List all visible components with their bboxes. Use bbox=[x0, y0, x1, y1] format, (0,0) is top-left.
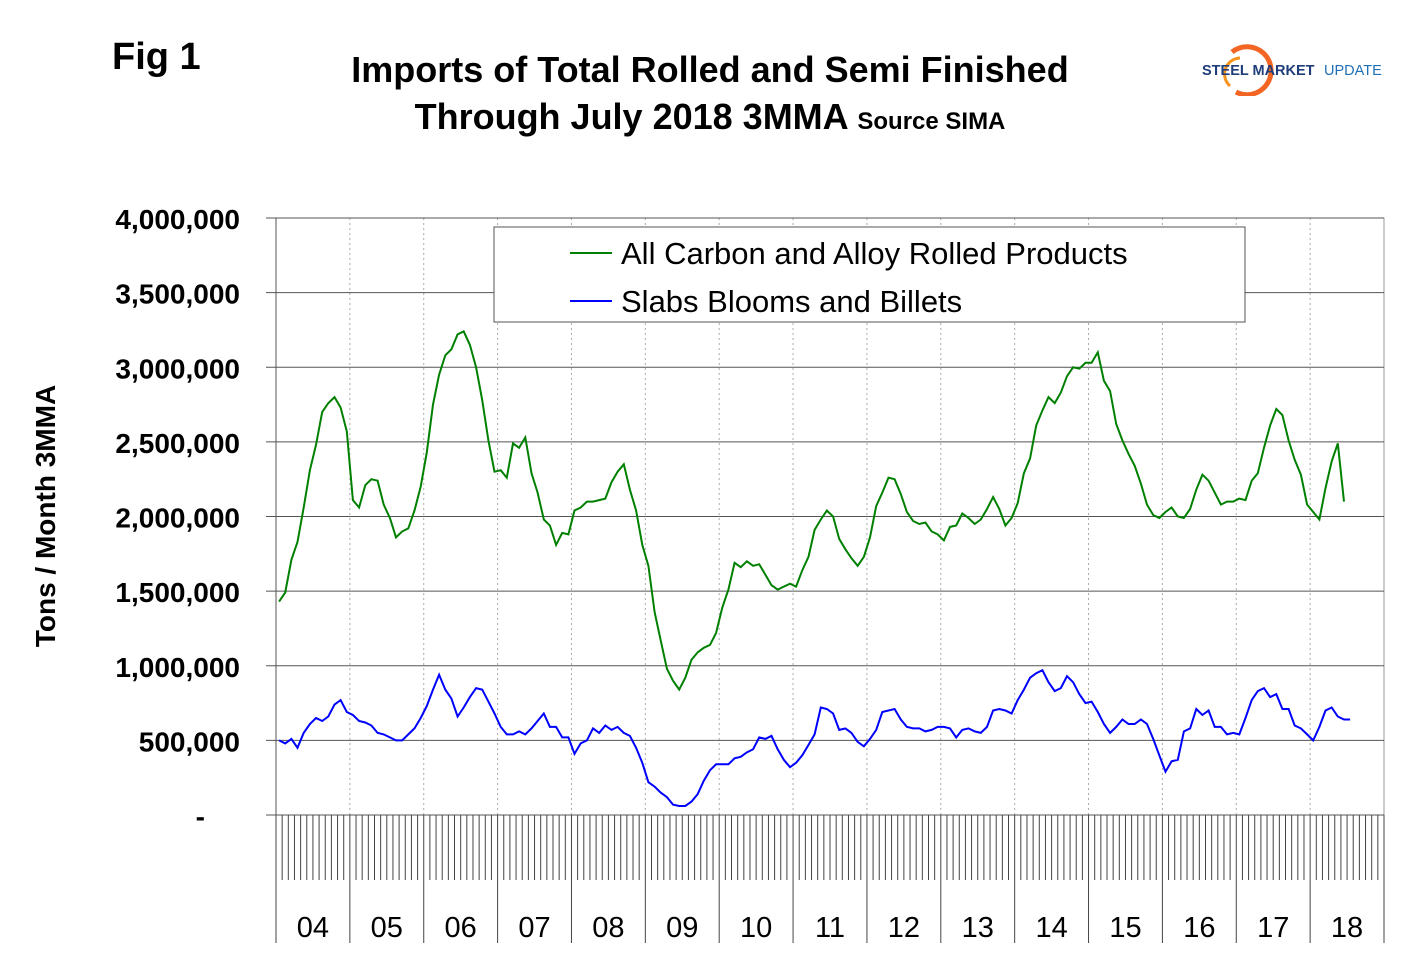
source-note: Source SIMA bbox=[857, 108, 1006, 135]
x-tick-label: 05 bbox=[371, 912, 403, 944]
y-tick-label: 2,000,000 bbox=[115, 503, 240, 534]
svg-text:STEEL MARKET: STEEL MARKET bbox=[1202, 63, 1315, 79]
y-tick-label: 1,500,000 bbox=[115, 577, 240, 608]
x-tick-label: 04 bbox=[297, 912, 329, 944]
y-axis-label: Tons / Month 3MMA bbox=[30, 385, 61, 647]
y-tick-label: 1,000,000 bbox=[115, 652, 240, 683]
legend-box bbox=[493, 226, 1246, 323]
series-line-slabs-blooms-billets bbox=[278, 668, 1351, 807]
x-tick-label: 15 bbox=[1109, 912, 1141, 944]
series-line-rolled-products bbox=[278, 330, 1345, 692]
figure-label: Fig 1 bbox=[112, 36, 201, 78]
legend-label: Slabs Blooms and Billets bbox=[621, 284, 962, 319]
y-tick-label: 500,000 bbox=[139, 726, 240, 757]
x-tick-label: 08 bbox=[592, 912, 624, 944]
x-tick-label: 13 bbox=[962, 912, 994, 944]
x-tick-label: 07 bbox=[518, 912, 550, 944]
x-tick-label: 16 bbox=[1183, 912, 1215, 944]
title-line-2: Through July 2018 3MMA Source SIMA bbox=[300, 93, 1120, 145]
title-line-1: Imports of Total Rolled and Semi Finishe… bbox=[351, 49, 1069, 90]
y-tick-label: - bbox=[196, 801, 205, 832]
y-tick-label: 3,500,000 bbox=[115, 279, 240, 310]
y-tick-label: 3,000,000 bbox=[115, 353, 240, 384]
y-tick-label: 4,000,000 bbox=[115, 204, 240, 235]
title-line-2-text: Through July 2018 3MMA bbox=[414, 96, 848, 137]
x-tick-label: 11 bbox=[815, 912, 845, 944]
x-tick-label: 17 bbox=[1257, 912, 1289, 944]
x-tick-label: 06 bbox=[445, 912, 477, 944]
steel-market-update-logo: STEEL MARKET UPDATE bbox=[1202, 44, 1382, 96]
svg-text:UPDATE: UPDATE bbox=[1324, 63, 1382, 79]
legend-label: All Carbon and Alloy Rolled Products bbox=[621, 236, 1128, 271]
chart-title: Imports of Total Rolled and Semi Finishe… bbox=[300, 46, 1120, 145]
x-tick-label: 12 bbox=[888, 912, 920, 944]
x-tick-label: 18 bbox=[1331, 912, 1363, 944]
x-tick-label: 14 bbox=[1035, 912, 1067, 944]
x-tick-label: 09 bbox=[666, 912, 698, 944]
y-tick-label: 2,500,000 bbox=[115, 428, 240, 459]
x-tick-label: 10 bbox=[740, 912, 772, 944]
